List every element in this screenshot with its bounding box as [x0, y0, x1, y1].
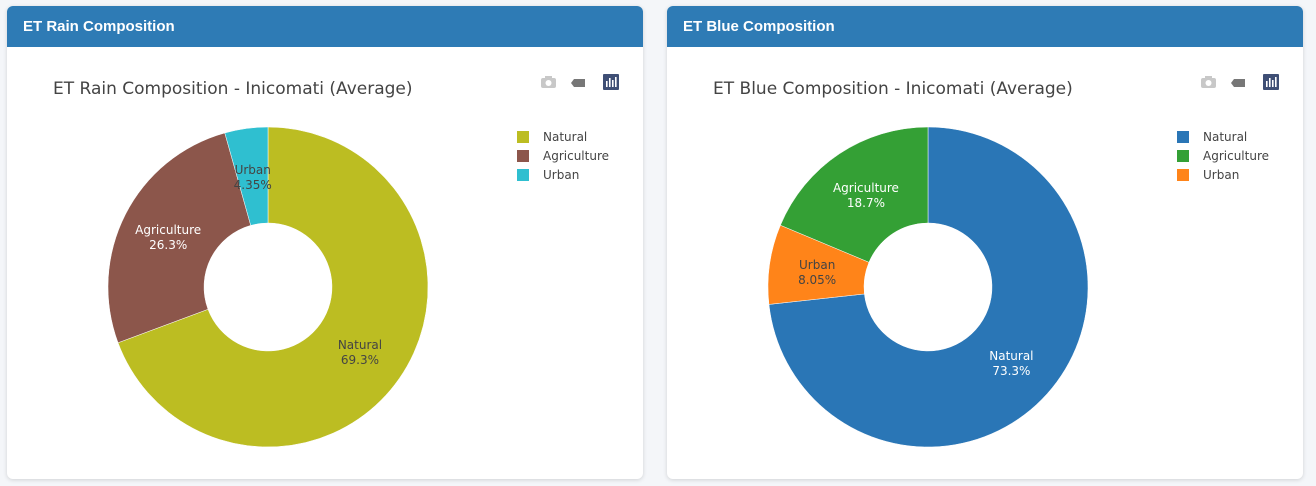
panel-header: ET Rain Composition [7, 6, 643, 47]
slice-agriculture[interactable] [107, 132, 252, 344]
legend-swatch [517, 169, 529, 181]
legend-item-agriculture[interactable]: Agriculture [1177, 149, 1269, 163]
slice-natural[interactable] [117, 126, 429, 448]
legend-item-urban[interactable]: Urban [1177, 168, 1239, 182]
donut-chart: Natural 69.3% Agriculture 26.3% Urban 4.35% [107, 126, 429, 448]
legend-label: Agriculture [543, 149, 609, 163]
legend-item-natural[interactable]: Natural [517, 130, 587, 144]
slice-urban[interactable] [224, 126, 269, 226]
camera-icon[interactable] [1201, 76, 1216, 88]
et-rain-chart: ET Rain Composition - Inicomati (Average… [53, 74, 619, 448]
modebar [1201, 74, 1279, 90]
legend-swatch [1177, 150, 1189, 162]
legend-label: Agriculture [1203, 149, 1269, 163]
chart-title: ET Rain Composition - Inicomati (Average… [53, 79, 413, 99]
legend-label: Natural [1203, 130, 1247, 144]
legend-swatch [1177, 169, 1189, 181]
slice-label-natural: Natural 73.3% [989, 349, 1033, 378]
legend-item-urban[interactable]: Urban [517, 168, 579, 182]
legend-swatch [1177, 131, 1189, 143]
et-blue-chart: ET Blue Composition - Inicomati (Average… [713, 74, 1279, 448]
chart-title: ET Blue Composition - Inicomati (Average… [713, 79, 1073, 99]
legend-label: Urban [543, 168, 579, 182]
slice-natural[interactable] [768, 126, 1089, 448]
tag-icon[interactable] [571, 79, 585, 87]
camera-icon[interactable] [541, 76, 556, 88]
legend-item-agriculture[interactable]: Agriculture [517, 149, 609, 163]
legend-label: Urban [1203, 168, 1239, 182]
modebar [541, 74, 619, 90]
slice-label-urban: Urban 8.05% [798, 258, 836, 287]
slice-label-urban: Urban 4.35% [234, 163, 272, 192]
tag-icon[interactable] [1231, 79, 1245, 87]
donut-chart: Natural 73.3% Urban 8.05% Agriculture 18.7% [767, 126, 1089, 448]
chart-legend: Natural Agriculture Urban [517, 130, 609, 182]
slice-label-agriculture: Agriculture 18.7% [833, 181, 899, 210]
plotly-logo-icon[interactable] [603, 74, 619, 90]
et-blue-panel: ET Blue Composition ET Blue Composition … [667, 6, 1303, 479]
slice-agriculture[interactable] [780, 126, 929, 263]
legend-swatch [517, 131, 529, 143]
legend-label: Natural [543, 130, 587, 144]
legend-swatch [517, 150, 529, 162]
plotly-logo-icon[interactable] [1263, 74, 1279, 90]
et-rain-panel: ET Rain Composition ET Rain Composition … [7, 6, 643, 479]
legend-item-natural[interactable]: Natural [1177, 130, 1247, 144]
chart-legend: Natural Agriculture Urban [1177, 130, 1269, 182]
panel-header: ET Blue Composition [667, 6, 1303, 47]
slice-label-natural: Natural 69.3% [338, 338, 382, 367]
slice-label-agriculture: Agriculture 26.3% [135, 223, 201, 252]
